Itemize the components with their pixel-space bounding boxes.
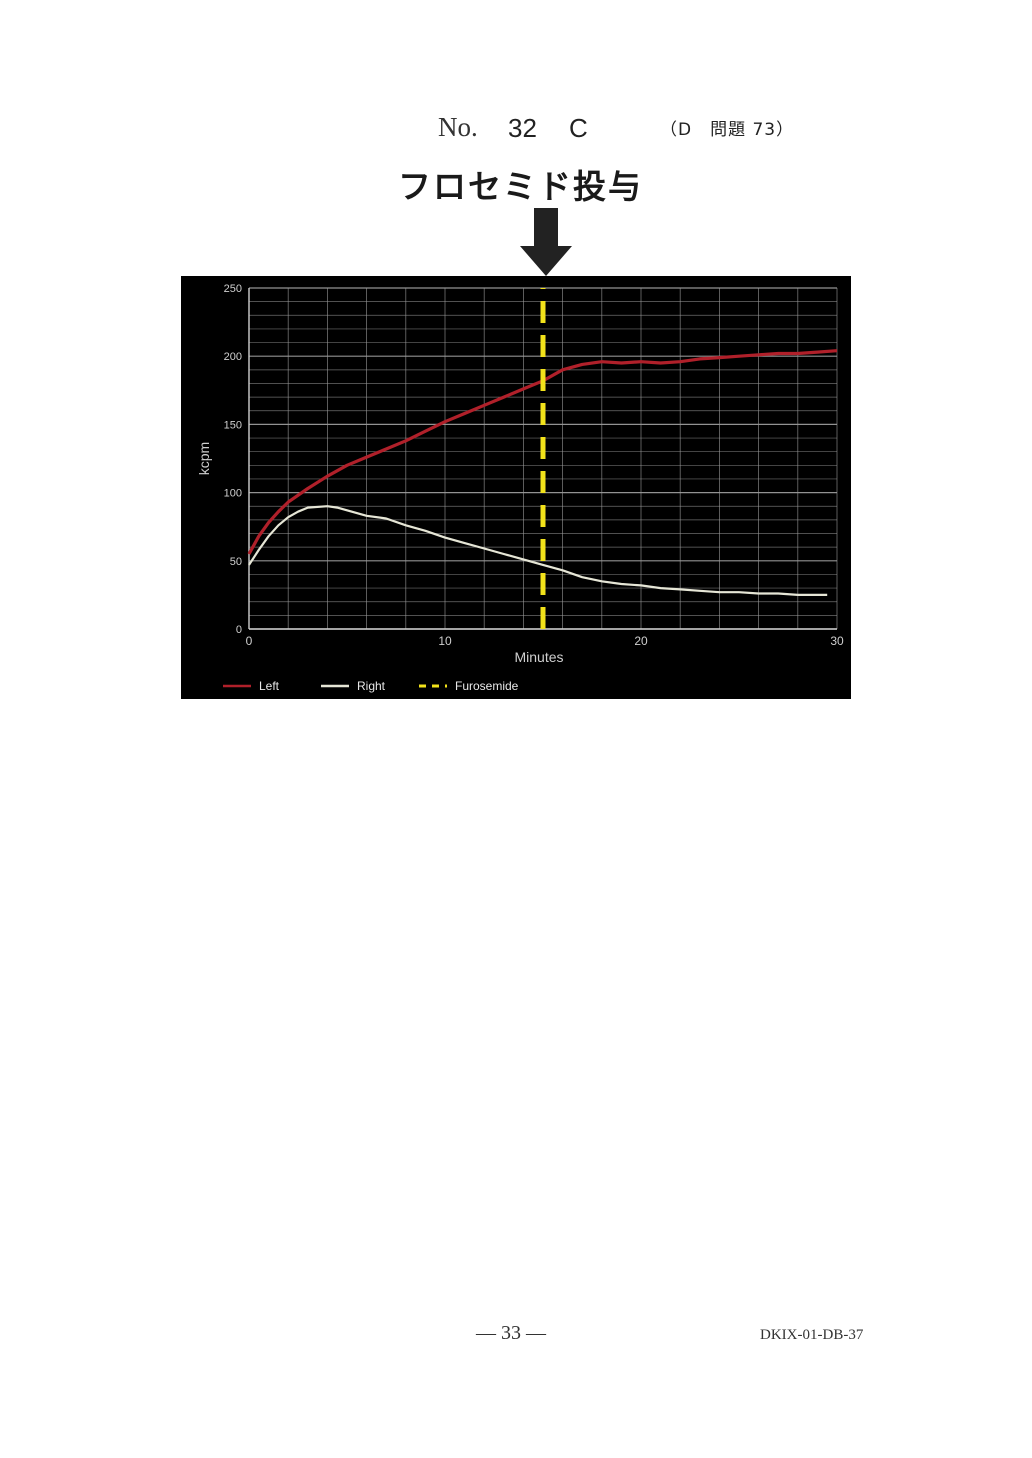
y-tick-label: 200 — [224, 351, 242, 363]
series-right-line — [249, 506, 827, 595]
question-reference: （D 問題 73） — [660, 115, 794, 140]
y-tick-label: 0 — [236, 624, 242, 636]
furosemide-annotation: フロセミド投与 — [398, 160, 643, 208]
question-grade: C — [569, 113, 588, 144]
y-tick-label: 50 — [230, 556, 242, 568]
document-code: DKIX-01-DB-37 — [760, 1327, 863, 1344]
x-tick-label: 30 — [830, 634, 844, 648]
x-tick-label: 0 — [246, 634, 253, 648]
y-tick-label: 100 — [224, 488, 242, 500]
x-axis-title: Minutes — [514, 649, 563, 665]
question-number: 32 — [508, 113, 537, 144]
y-tick-label: 150 — [224, 419, 242, 431]
x-tick-label: 10 — [438, 634, 452, 648]
legend-label-right: Right — [357, 679, 386, 693]
legend-label-left: Left — [259, 679, 280, 693]
x-tick-label: 20 — [634, 634, 648, 648]
page-number: — 33 — — [476, 1322, 546, 1345]
chart-canvas: 0 50 100 150 200 250 0 10 20 30 Minutes kcpm Left Ri… — [181, 276, 851, 699]
down-arrow-icon — [520, 208, 572, 278]
y-axis-title: kcpm — [196, 442, 212, 475]
renogram-chart: 0 50 100 150 200 250 0 10 20 30 Minutes kcpm Left Ri… — [181, 276, 851, 699]
legend-label-furosemide: Furosemide — [455, 679, 519, 693]
y-tick-label: 250 — [224, 283, 242, 295]
question-no-label: No. — [438, 112, 478, 143]
